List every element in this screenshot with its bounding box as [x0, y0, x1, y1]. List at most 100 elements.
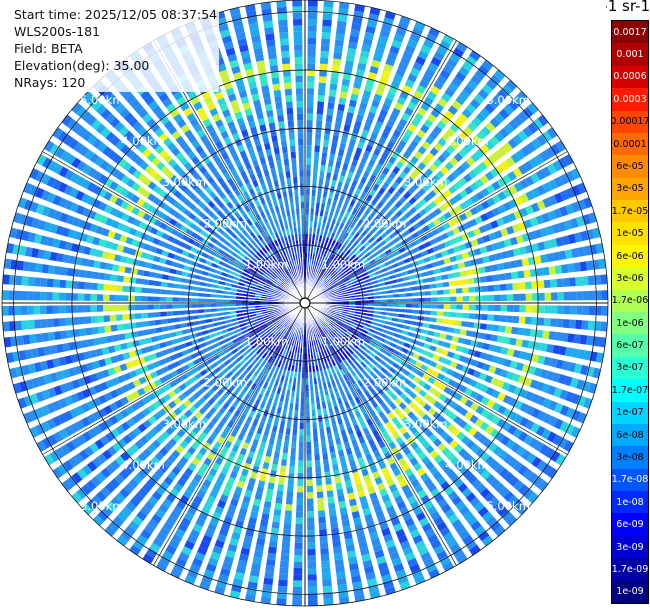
beta-cell — [375, 87, 385, 96]
beta-cell — [306, 473, 313, 480]
beta-cell — [65, 280, 73, 289]
beta-cell — [373, 215, 381, 223]
beta-cell — [442, 34, 454, 45]
beta-cell — [336, 27, 346, 35]
beta-cell — [420, 44, 432, 55]
beta-cell — [315, 390, 319, 398]
beta-cell — [306, 422, 311, 430]
beta-cell — [315, 267, 319, 274]
beta-cell — [160, 289, 167, 295]
beta-cell — [278, 217, 283, 225]
beta-cell — [399, 205, 408, 214]
beta-cell — [280, 223, 285, 231]
beta-cell — [317, 261, 321, 268]
beta-cell — [474, 215, 483, 225]
beta-cell — [323, 139, 330, 147]
beta-cell — [136, 330, 145, 337]
beta-cell — [395, 210, 403, 218]
beta-cell — [154, 280, 162, 287]
beta-cell — [427, 62, 439, 73]
beta-cell — [467, 230, 476, 239]
beta-cell — [374, 244, 382, 251]
beta-cell — [438, 214, 447, 223]
beta-cell — [392, 129, 402, 139]
beta-cell — [309, 227, 313, 234]
beta-cell — [410, 95, 420, 106]
beta-cell — [257, 66, 267, 75]
beta-cell — [22, 334, 31, 345]
beta-cell — [436, 74, 448, 85]
beta-cell — [256, 171, 263, 179]
beta-cell — [354, 271, 361, 277]
beta-cell — [313, 246, 317, 254]
beta-cell — [412, 298, 419, 302]
beta-cell — [283, 440, 290, 448]
beta-cell — [218, 23, 229, 32]
beta-cell — [453, 271, 461, 278]
beta-cell — [582, 290, 590, 301]
beta-cell — [274, 153, 281, 161]
beta-cell — [249, 153, 257, 162]
beta-cell — [420, 172, 429, 182]
beta-cell — [324, 283, 331, 288]
beta-cell — [365, 265, 373, 271]
beta-cell — [250, 216, 257, 224]
beta-cell — [298, 157, 304, 165]
beta-cell — [307, 523, 315, 531]
beta-cell — [240, 170, 248, 179]
beta-cell — [380, 231, 388, 239]
beta-cell — [289, 460, 296, 467]
beta-cell — [542, 182, 552, 193]
beta-cell — [192, 286, 199, 291]
beta-cell — [188, 166, 197, 176]
beta-cell — [354, 249, 361, 257]
beta-cell — [457, 113, 468, 124]
beta-cell — [327, 432, 333, 440]
beta-cell — [279, 38, 289, 46]
beta-cell — [78, 281, 86, 290]
beta-cell — [451, 263, 460, 271]
beta-cell — [140, 296, 148, 302]
beta-cell — [270, 70, 279, 79]
beta-cell — [320, 50, 329, 58]
beta-cell — [541, 131, 553, 143]
beta-cell — [313, 259, 317, 267]
beta-cell — [342, 468, 350, 476]
beta-cell — [141, 278, 149, 285]
beta-cell — [85, 327, 93, 336]
beta-cell — [353, 81, 362, 90]
beta-cell — [159, 341, 167, 349]
beta-cell — [444, 161, 454, 171]
beta-cell — [536, 267, 544, 277]
beta-cell — [298, 151, 304, 158]
beta-cell — [527, 256, 536, 266]
beta-cell — [368, 300, 375, 303]
beta-cell — [278, 121, 285, 129]
beta-cell — [296, 94, 303, 102]
beta-cell — [337, 235, 343, 243]
beta-cell — [256, 112, 264, 120]
beta-cell — [229, 295, 236, 299]
beta-cell — [456, 296, 463, 302]
beta-cell — [381, 23, 392, 32]
beta-cell — [338, 283, 346, 288]
beta-cell — [348, 298, 356, 301]
beta-cell — [319, 57, 329, 65]
beta-cell — [559, 206, 569, 217]
beta-cell — [163, 266, 171, 273]
beta-cell — [346, 234, 353, 242]
beta-cell — [549, 238, 558, 249]
beta-cell — [506, 249, 515, 258]
beta-cell — [176, 96, 187, 106]
beta-cell — [261, 435, 268, 443]
beta-cell — [2, 305, 9, 316]
beta-cell — [306, 189, 310, 196]
beta-cell — [471, 117, 482, 128]
beta-cell — [287, 284, 293, 290]
beta-cell — [237, 144, 245, 153]
beta-cell — [333, 431, 340, 439]
beta-cell — [278, 573, 289, 581]
beta-cell — [198, 314, 206, 319]
beta-cell — [163, 120, 174, 130]
beta-cell — [441, 92, 452, 103]
